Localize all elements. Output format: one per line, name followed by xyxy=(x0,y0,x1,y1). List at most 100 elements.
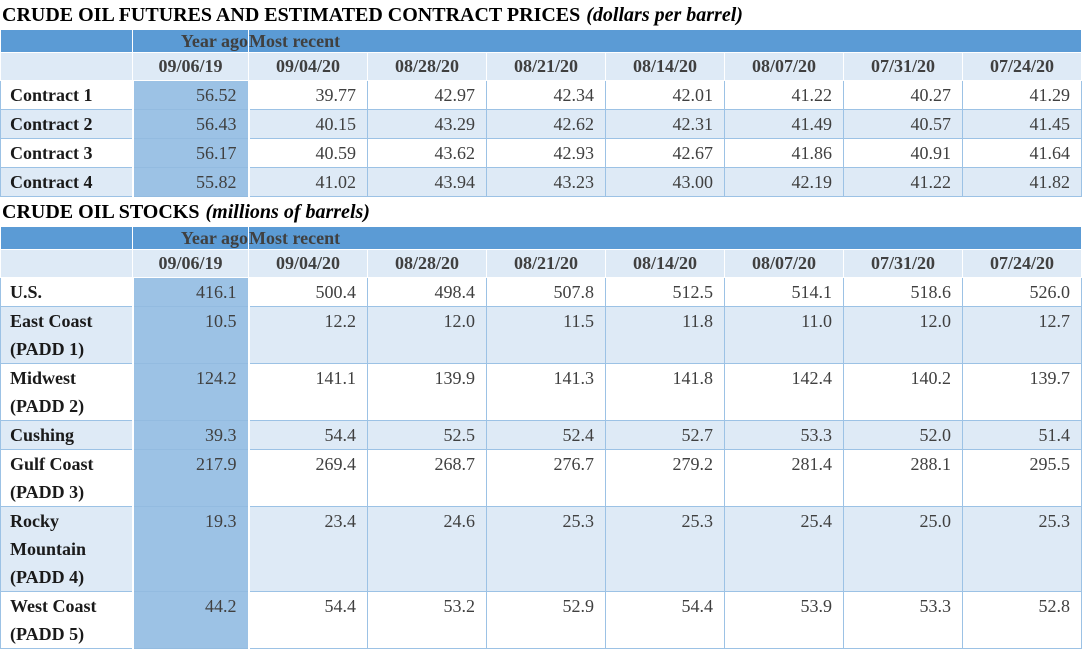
futures-title-text: CRUDE OIL FUTURES AND ESTIMATED CONTRACT… xyxy=(2,4,581,26)
corner-cell xyxy=(0,29,133,53)
row-label: Cushing xyxy=(0,420,133,450)
date-header: 08/28/20 xyxy=(367,249,487,278)
stocks-header-band-row: Year ago Most recent xyxy=(0,226,1082,250)
row-label: Contract 2 xyxy=(0,109,133,139)
value-cell: 52.5 xyxy=(367,420,487,450)
value-cell: 41.45 xyxy=(962,109,1082,139)
value-cell: 54.4 xyxy=(605,591,725,649)
value-cell: 40.15 xyxy=(248,109,368,139)
date-header: 08/07/20 xyxy=(724,52,844,81)
table-row: Contract 3 56.17 40.59 43.62 42.93 42.67 41.86… xyxy=(0,138,1082,168)
value-cell: 41.22 xyxy=(843,167,963,197)
value-cell: 53.9 xyxy=(724,591,844,649)
value-cell: 40.91 xyxy=(843,138,963,168)
value-cell: 269.4 xyxy=(248,449,368,507)
most-recent-header: Most recent xyxy=(248,29,1082,53)
corner-cell xyxy=(0,226,133,250)
table-row: Contract 2 56.43 40.15 43.29 42.62 42.31 41.49… xyxy=(0,109,1082,139)
date-header: 09/04/20 xyxy=(248,249,368,278)
table-row: Gulf Coast (PADD 3) 217.9 269.4 268.7 276.7 2… xyxy=(0,449,1082,507)
date-header: 07/24/20 xyxy=(962,249,1082,278)
value-cell: 43.62 xyxy=(367,138,487,168)
date-header: 08/14/20 xyxy=(605,249,725,278)
value-cell: 43.00 xyxy=(605,167,725,197)
value-cell: 288.1 xyxy=(843,449,963,507)
futures-table: Year ago Most recent 09/06/19 09/04/20 0… xyxy=(0,29,1082,197)
value-cell: 42.93 xyxy=(486,138,606,168)
year-ago-value-cell: 56.43 xyxy=(131,109,250,139)
value-cell: 41.64 xyxy=(962,138,1082,168)
year-ago-value-cell: 217.9 xyxy=(131,449,250,507)
stocks-dates-row: 09/06/19 09/04/20 08/28/20 08/21/20 08/1… xyxy=(0,249,1082,278)
value-cell: 11.5 xyxy=(486,306,606,364)
value-cell: 295.5 xyxy=(962,449,1082,507)
value-cell: 11.8 xyxy=(605,306,725,364)
value-cell: 23.4 xyxy=(248,506,368,592)
stocks-table: Year ago Most recent 09/06/19 09/04/20 0… xyxy=(0,226,1082,649)
stocks-table-title: CRUDE OIL STOCKS (millions of barrels) xyxy=(0,197,1082,226)
table-row: Contract 4 55.82 41.02 43.94 43.23 43.00 42.19… xyxy=(0,167,1082,197)
value-cell: 40.59 xyxy=(248,138,368,168)
value-cell: 12.0 xyxy=(843,306,963,364)
value-cell: 53.2 xyxy=(367,591,487,649)
value-cell: 40.27 xyxy=(843,80,963,110)
value-cell: 42.62 xyxy=(486,109,606,139)
value-cell: 507.8 xyxy=(486,277,606,307)
value-cell: 500.4 xyxy=(248,277,368,307)
futures-table-body: Contract 1 56.52 39.77 42.97 42.34 42.01 41.22… xyxy=(0,80,1082,197)
stocks-title-text: CRUDE OIL STOCKS xyxy=(2,201,200,223)
value-cell: 42.97 xyxy=(367,80,487,110)
value-cell: 42.67 xyxy=(605,138,725,168)
date-header: 08/07/20 xyxy=(724,249,844,278)
value-cell: 39.77 xyxy=(248,80,368,110)
corner-cell xyxy=(0,52,133,81)
value-cell: 52.8 xyxy=(962,591,1082,649)
row-label: Contract 4 xyxy=(0,167,133,197)
value-cell: 42.31 xyxy=(605,109,725,139)
row-label: West Coast (PADD 5) xyxy=(0,591,133,649)
value-cell: 25.4 xyxy=(724,506,844,592)
date-header: 08/14/20 xyxy=(605,52,725,81)
table-row: Cushing 39.3 54.4 52.5 52.4 52.7 53.3 52.0 51.4 xyxy=(0,420,1082,450)
value-cell: 41.86 xyxy=(724,138,844,168)
date-header: 09/04/20 xyxy=(248,52,368,81)
value-cell: 24.6 xyxy=(367,506,487,592)
value-cell: 52.4 xyxy=(486,420,606,450)
stocks-title-unit: (millions of barrels) xyxy=(205,201,370,223)
table-row: Rocky Mountain (PADD 4) 19.3 23.4 24.6 25.3 2… xyxy=(0,506,1082,592)
year-ago-date-header: 09/06/19 xyxy=(132,249,249,278)
value-cell: 268.7 xyxy=(367,449,487,507)
value-cell: 514.1 xyxy=(724,277,844,307)
value-cell: 12.2 xyxy=(248,306,368,364)
futures-table-title: CRUDE OIL FUTURES AND ESTIMATED CONTRACT… xyxy=(0,0,1082,29)
value-cell: 498.4 xyxy=(367,277,487,307)
year-ago-date-header: 09/06/19 xyxy=(132,52,249,81)
value-cell: 41.49 xyxy=(724,109,844,139)
value-cell: 140.2 xyxy=(843,363,963,421)
stocks-table-body: U.S. 416.1 500.4 498.4 507.8 512.5 514.1 518.6 5… xyxy=(0,277,1082,649)
year-ago-value-cell: 124.2 xyxy=(131,363,250,421)
value-cell: 512.5 xyxy=(605,277,725,307)
date-header: 08/21/20 xyxy=(486,52,606,81)
date-header: 07/31/20 xyxy=(843,249,963,278)
table-row: East Coast (PADD 1) 10.5 12.2 12.0 11.5 11.8 1… xyxy=(0,306,1082,364)
value-cell: 25.3 xyxy=(486,506,606,592)
table-row: Contract 1 56.52 39.77 42.97 42.34 42.01 41.22… xyxy=(0,80,1082,110)
value-cell: 41.02 xyxy=(248,167,368,197)
corner-cell xyxy=(0,249,133,278)
table-row: U.S. 416.1 500.4 498.4 507.8 512.5 514.1 518.6 5… xyxy=(0,277,1082,307)
date-header: 08/21/20 xyxy=(486,249,606,278)
value-cell: 25.3 xyxy=(605,506,725,592)
date-header: 07/31/20 xyxy=(843,52,963,81)
value-cell: 52.7 xyxy=(605,420,725,450)
value-cell: 518.6 xyxy=(843,277,963,307)
value-cell: 53.3 xyxy=(724,420,844,450)
value-cell: 52.9 xyxy=(486,591,606,649)
table-row: Midwest (PADD 2) 124.2 141.1 139.9 141.3 141.… xyxy=(0,363,1082,421)
row-label: Contract 3 xyxy=(0,138,133,168)
value-cell: 281.4 xyxy=(724,449,844,507)
value-cell: 41.22 xyxy=(724,80,844,110)
value-cell: 42.01 xyxy=(605,80,725,110)
year-ago-value-cell: 55.82 xyxy=(131,167,250,197)
